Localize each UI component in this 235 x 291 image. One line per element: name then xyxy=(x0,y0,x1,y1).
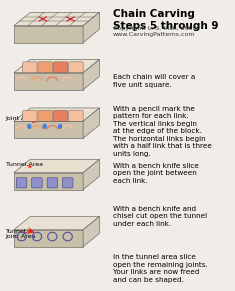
FancyBboxPatch shape xyxy=(32,178,42,188)
FancyBboxPatch shape xyxy=(23,62,37,73)
Text: Each chain will cover a
five unit square.: Each chain will cover a five unit square… xyxy=(113,74,195,88)
Circle shape xyxy=(28,125,31,128)
Polygon shape xyxy=(14,217,99,230)
Text: With a pencil mark the
pattern for each link.
The vertical links begin
at the ed: With a pencil mark the pattern for each … xyxy=(113,106,212,157)
Polygon shape xyxy=(83,108,99,138)
Circle shape xyxy=(59,125,62,128)
Polygon shape xyxy=(83,59,99,90)
FancyBboxPatch shape xyxy=(47,178,58,188)
Text: Joint Area: Joint Area xyxy=(6,116,36,123)
Polygon shape xyxy=(14,121,83,138)
FancyBboxPatch shape xyxy=(23,110,37,121)
FancyBboxPatch shape xyxy=(16,178,27,188)
Polygon shape xyxy=(14,59,99,73)
Circle shape xyxy=(43,125,46,128)
FancyBboxPatch shape xyxy=(69,110,83,121)
Text: Tunnel Area: Tunnel Area xyxy=(6,162,43,167)
Text: Tunnel
Joint Area: Tunnel Joint Area xyxy=(6,229,36,239)
Text: With a bench knife slice
open the joint between
each link.: With a bench knife slice open the joint … xyxy=(113,163,199,184)
Polygon shape xyxy=(83,217,99,247)
Polygon shape xyxy=(83,12,99,43)
Polygon shape xyxy=(14,108,99,121)
Text: With a bench knife and
chisel cut open the tunnel
under each link.: With a bench knife and chisel cut open t… xyxy=(113,205,207,226)
Polygon shape xyxy=(14,26,83,43)
Polygon shape xyxy=(14,12,99,26)
Text: Chain Carving
Steps 5 through 9: Chain Carving Steps 5 through 9 xyxy=(113,8,218,31)
FancyBboxPatch shape xyxy=(53,110,68,121)
FancyBboxPatch shape xyxy=(38,62,52,73)
Text: Copyright, L. S. Irish, 2000
www.CarvingPatterns.com: Copyright, L. S. Irish, 2000 www.Carving… xyxy=(113,26,196,37)
Polygon shape xyxy=(14,230,83,247)
FancyBboxPatch shape xyxy=(69,62,83,73)
Polygon shape xyxy=(14,73,83,90)
FancyBboxPatch shape xyxy=(38,110,52,121)
Polygon shape xyxy=(83,159,99,190)
Text: In the tunnel area slice
open the remaining joints.
Your links are now freed
and: In the tunnel area slice open the remain… xyxy=(113,254,208,283)
FancyBboxPatch shape xyxy=(53,62,68,73)
FancyBboxPatch shape xyxy=(63,178,73,188)
Polygon shape xyxy=(14,159,99,173)
Polygon shape xyxy=(14,173,83,190)
